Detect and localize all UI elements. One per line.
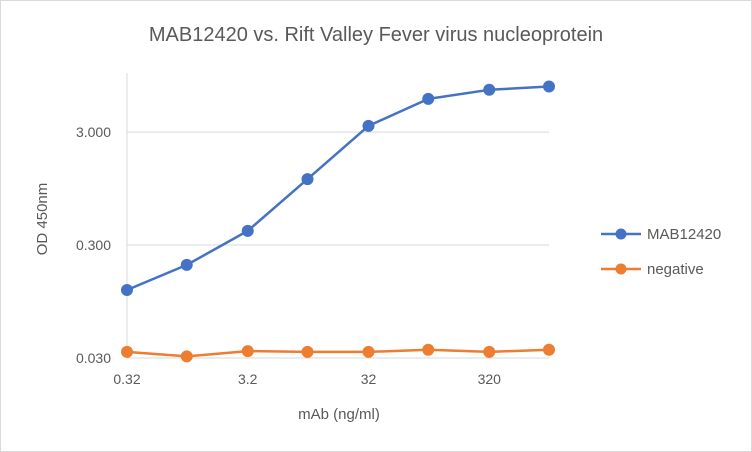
chart-title: MAB12420 vs. Rift Valley Fever virus nuc… (149, 24, 603, 46)
data-point (241, 224, 254, 237)
axes (126, 73, 549, 359)
y-tick-label: 0.300 (76, 237, 111, 253)
data-point (121, 345, 133, 358)
data-point (543, 343, 555, 356)
data-point (362, 119, 375, 132)
gridlines (127, 131, 549, 246)
legend-label: MAB12420 (647, 226, 721, 243)
data-point (301, 173, 314, 186)
y-axis-title: OD 450nm (34, 183, 51, 256)
x-tick-label: 32 (361, 371, 377, 387)
legend-marker (615, 228, 627, 240)
x-tick-label: 320 (478, 371, 502, 387)
x-tick-label: 3.2 (238, 371, 258, 387)
data-point (483, 345, 496, 358)
x-axis-title: mAb (ng/ml) (298, 406, 380, 423)
tick-labels: 0.030 0.300 3.000 0.32 3.2 32 320 (76, 124, 501, 387)
data-point (180, 258, 193, 271)
legend: MAB12420 negative (601, 226, 721, 278)
data-point (543, 80, 555, 93)
series-layer (121, 80, 555, 363)
data-point (121, 283, 133, 296)
series-line-negative (126, 348, 550, 358)
data-point (301, 345, 314, 358)
series-line-mab12420 (126, 85, 550, 292)
legend-label: negative (647, 261, 704, 278)
x-tick-label: 0.32 (113, 371, 140, 387)
data-point (422, 92, 435, 105)
data-point (180, 350, 193, 363)
data-point (422, 343, 435, 356)
data-point (483, 83, 496, 96)
y-tick-label: 3.000 (76, 124, 111, 140)
data-point (362, 345, 375, 358)
y-tick-label: 0.030 (76, 350, 111, 366)
data-point (241, 345, 254, 358)
legend-marker (615, 263, 627, 275)
